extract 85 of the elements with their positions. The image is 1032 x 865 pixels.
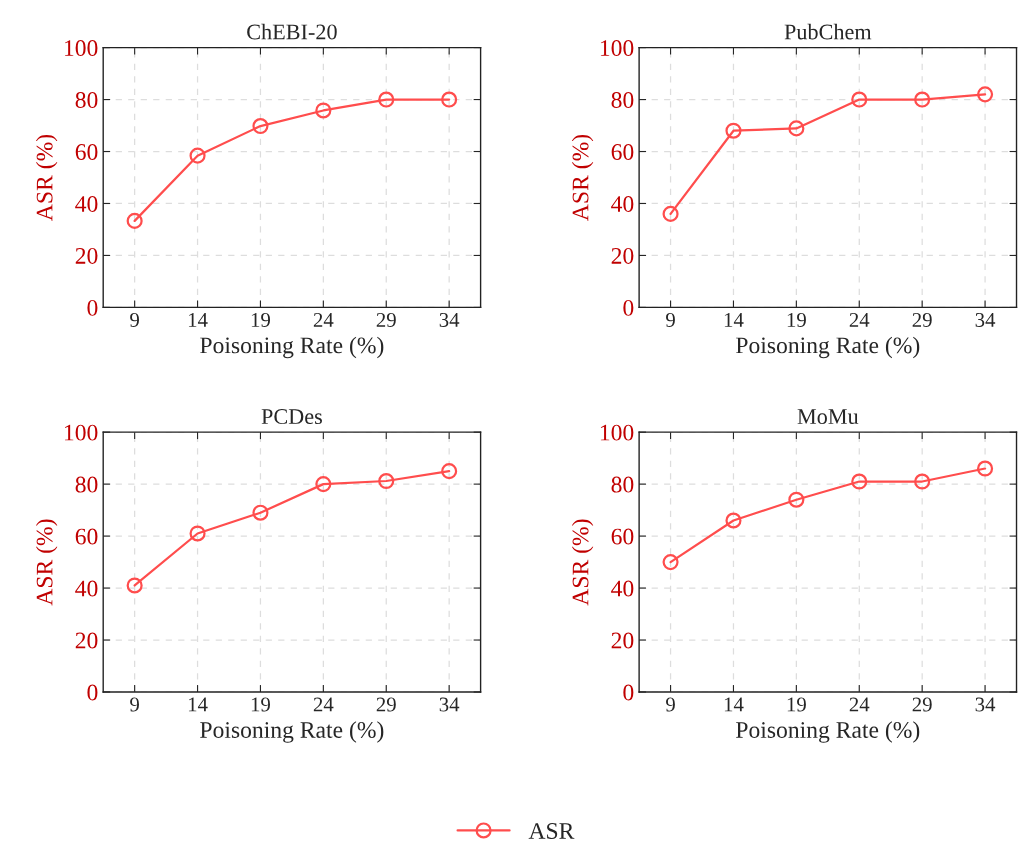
point	[189, 525, 206, 542]
y-tick-label: 0	[623, 684, 634, 701]
chart-title: ChEBI-20	[247, 23, 337, 40]
x-axis-title: Poisoning Rate (%)	[200, 721, 384, 743]
x-tick-label: 19	[787, 312, 806, 327]
y-tick-label: 60	[75, 528, 98, 545]
chart-title: PubChem	[784, 23, 872, 40]
y-tick-label: 80	[75, 92, 98, 108]
point	[189, 147, 206, 164]
point	[725, 122, 742, 139]
point	[441, 463, 458, 480]
point	[977, 460, 994, 477]
y-tick-label: 60	[75, 144, 98, 160]
x-tick-label: 34	[975, 697, 996, 712]
y-tick-label: 20	[611, 632, 634, 649]
y-tick-label: 20	[75, 632, 98, 649]
x-tick-label: 14	[188, 697, 208, 712]
y-tick-label: 40	[611, 195, 634, 212]
point	[788, 120, 805, 137]
x-axis-title: Poisoning Rate (%)	[736, 721, 920, 743]
legend-label: ASR	[528, 823, 575, 839]
x-tick-label: 34	[439, 697, 460, 712]
y-tick-label: 80	[75, 476, 98, 493]
y-axis-title: ASR (%)	[571, 519, 594, 606]
point	[662, 554, 679, 571]
y-tick-label: 40	[611, 580, 634, 597]
point	[315, 102, 332, 119]
y-axis-title: ASR (%)	[35, 519, 58, 606]
y-tick-label: 0	[623, 299, 634, 316]
x-tick-label: 14	[724, 697, 744, 712]
x-tick-label: 19	[787, 697, 806, 712]
x-axis-title: Poisoning Rate (%)	[736, 336, 920, 359]
point	[315, 476, 332, 493]
y-tick-label: 80	[611, 92, 634, 108]
y-tick-label: 20	[75, 247, 98, 264]
point	[725, 512, 742, 529]
x-tick-label: 19	[251, 312, 271, 327]
x-tick-label: 24	[849, 697, 870, 712]
chart-title: PCDes	[261, 409, 322, 425]
point	[252, 504, 269, 521]
x-tick-label: 14	[724, 312, 744, 327]
x-tick-label: 29	[912, 312, 932, 327]
y-tick-label: 80	[611, 476, 634, 493]
y-tick-label: 100	[65, 40, 98, 56]
y-tick-label: 0	[87, 299, 98, 316]
point	[441, 91, 458, 108]
x-tick-label: 19	[251, 697, 271, 712]
point	[914, 473, 931, 490]
x-tick-label: 34	[439, 312, 460, 327]
x-tick-label: 24	[849, 312, 870, 327]
y-tick-label: 100	[65, 424, 98, 441]
point	[662, 205, 679, 222]
point	[851, 91, 868, 108]
point	[851, 473, 868, 490]
x-tick-label: 29	[376, 697, 396, 712]
point	[914, 91, 931, 108]
x-tick-label: 14	[188, 312, 208, 327]
x-tick-label: 34	[975, 312, 996, 327]
y-tick-label: 40	[75, 195, 98, 212]
point	[788, 491, 805, 508]
x-tick-label: 29	[376, 312, 396, 327]
point	[378, 472, 395, 490]
y-tick-label: 100	[600, 40, 634, 56]
y-tick-label: 0	[87, 684, 98, 701]
y-axis-title: ASR (%)	[35, 134, 58, 221]
point	[378, 91, 395, 108]
chart-title: MoMu	[797, 409, 859, 425]
point	[252, 117, 269, 135]
x-tick-label: 29	[912, 697, 932, 712]
x-tick-label: 9	[666, 312, 675, 327]
y-tick-label: 60	[611, 528, 634, 545]
y-axis-title: ASR (%)	[571, 134, 594, 221]
point	[126, 577, 143, 594]
y-tick-label: 20	[611, 247, 634, 264]
x-tick-label: 24	[313, 312, 334, 327]
x-axis-title: Poisoning Rate (%)	[200, 336, 384, 359]
x-tick-label: 9	[130, 312, 140, 327]
x-tick-label: 9	[666, 697, 675, 712]
y-tick-label: 100	[600, 424, 634, 441]
y-tick-label: 60	[611, 144, 634, 160]
x-tick-label: 9	[130, 697, 140, 712]
point	[126, 212, 143, 229]
point	[977, 86, 994, 103]
y-tick-label: 40	[75, 580, 98, 597]
x-tick-label: 24	[313, 697, 334, 712]
